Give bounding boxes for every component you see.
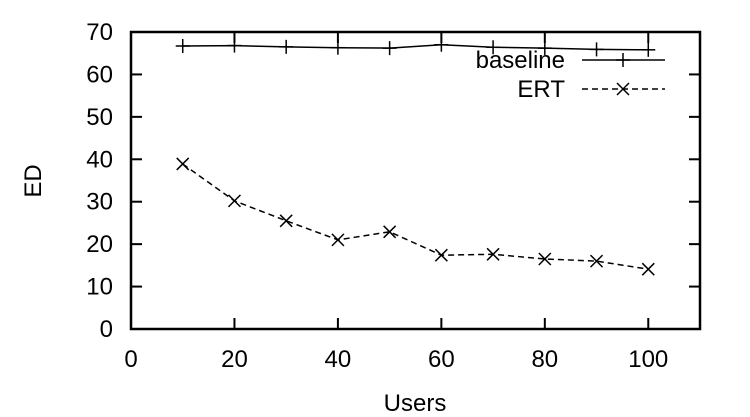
legend-item-ert: ERT [517,76,665,103]
series-baseline [175,37,656,57]
y-tick-label: 30 [86,189,113,216]
plus-marker-icon [227,38,242,53]
x-tick-label: 20 [221,346,248,373]
plot-area-frame [129,30,702,331]
y-tick-label: 0 [100,316,113,343]
x-tick-label: 100 [628,346,668,373]
plus-marker-icon [641,42,656,57]
cross-marker-icon [616,82,630,96]
cross-marker-icon [383,225,397,239]
plus-marker-icon [434,37,449,52]
plus-marker-icon [486,40,501,55]
y-tick-label: 20 [86,231,113,258]
legend-label-baseline: baseline [476,47,565,74]
x-tick-label: 0 [124,346,137,373]
y-tick-label: 70 [86,19,113,46]
cross-marker-icon [590,254,604,268]
series-line [182,163,649,270]
x-tick-label: 80 [531,346,558,373]
plus-marker-icon [589,42,604,57]
cross-marker-icon [331,233,345,247]
y-tick-label: 10 [86,274,113,301]
y-axis-label: ED [20,164,47,197]
plus-marker-icon [175,39,190,54]
x-tick-label: 40 [325,346,352,373]
plus-marker-icon [330,40,345,55]
legend: baseline ERT [476,47,665,103]
x-tick-label: 60 [428,346,455,373]
cross-marker-icon [486,247,500,261]
y-tick-label: 60 [86,61,113,88]
x-axis-tick-labels: 0 20 40 60 80 100 [124,346,668,373]
y-axis-tick-labels: 0 10 20 30 40 50 60 70 [86,19,113,343]
legend-item-baseline: baseline [476,47,665,74]
cross-marker-icon [227,194,241,208]
series-layer [175,37,656,276]
plus-marker-icon [382,41,397,56]
plus-marker-icon [616,53,630,67]
series-ert [176,157,655,276]
series-line [182,43,649,51]
y-tick-label: 50 [86,104,113,131]
cross-marker-icon [176,157,190,171]
cross-marker-icon [538,252,552,266]
cross-marker-icon [434,248,448,262]
y-axis-ticks [131,73,700,288]
plus-marker-icon [537,41,552,56]
cross-marker-icon [279,214,293,228]
legend-label-ert: ERT [517,76,565,103]
plus-marker-icon [279,39,294,54]
y-tick-label: 40 [86,146,113,173]
cross-marker-icon [641,262,655,276]
x-axis-label: Users [384,390,447,417]
